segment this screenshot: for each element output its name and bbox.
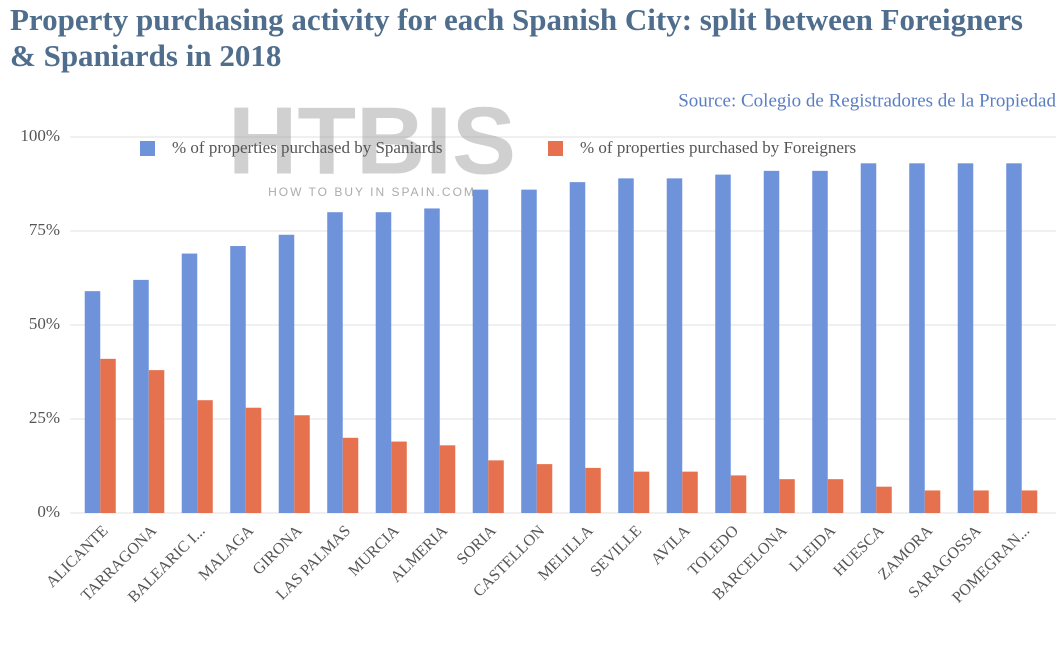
bar xyxy=(424,208,440,513)
bar xyxy=(197,400,213,513)
y-tick-label: 50% xyxy=(29,314,60,333)
bar xyxy=(327,212,343,513)
bar xyxy=(278,234,295,513)
bar xyxy=(633,471,650,513)
y-tick-label: 75% xyxy=(29,220,60,239)
bar xyxy=(957,163,974,513)
bar xyxy=(779,479,795,513)
bar xyxy=(439,445,456,513)
legend-swatch xyxy=(140,141,155,156)
x-tick-label: SEVILLE xyxy=(587,522,645,580)
x-tick-label: SORIA xyxy=(454,522,500,568)
bar xyxy=(84,291,101,513)
bar xyxy=(375,212,392,513)
bar xyxy=(230,246,246,514)
legend-swatch xyxy=(548,141,563,156)
legend-label: % of properties purchased by Foreigners xyxy=(580,138,856,157)
bar xyxy=(585,467,601,513)
bar xyxy=(100,358,116,513)
watermark: HTBIS xyxy=(228,87,516,194)
bar xyxy=(763,170,780,513)
chart-title: Property purchasing activity for each Sp… xyxy=(10,2,1023,73)
bar xyxy=(924,490,941,513)
bar xyxy=(812,170,828,513)
y-tick-label: 100% xyxy=(20,126,60,145)
bar xyxy=(488,460,504,513)
bar xyxy=(133,279,149,513)
bar xyxy=(245,407,262,513)
bar xyxy=(536,464,553,513)
bar xyxy=(860,163,877,513)
bar xyxy=(472,189,489,513)
bar xyxy=(391,441,407,513)
bar xyxy=(521,189,537,513)
source: Source: Colegio de Registradores de la P… xyxy=(678,90,1056,111)
bar xyxy=(730,475,747,513)
bar xyxy=(666,178,683,514)
bar xyxy=(181,253,198,513)
bar xyxy=(294,415,310,513)
bar xyxy=(1006,163,1022,513)
watermark-subtitle: HOW TO BUY IN SPAIN.COM xyxy=(268,185,476,199)
bar xyxy=(909,163,925,513)
bar xyxy=(682,471,698,513)
bar xyxy=(973,490,989,513)
bar xyxy=(148,370,165,513)
bar xyxy=(715,174,731,513)
bar xyxy=(1021,490,1038,513)
bar xyxy=(827,479,844,513)
y-tick-label: 25% xyxy=(29,408,60,427)
bar xyxy=(876,486,892,513)
legend-label: % of properties purchased by Spaniards xyxy=(172,138,443,157)
bar xyxy=(569,182,586,513)
x-tick-label: AVILA xyxy=(648,522,694,568)
bar xyxy=(618,178,634,514)
y-tick-label: 0% xyxy=(37,502,60,521)
bar xyxy=(342,437,359,513)
